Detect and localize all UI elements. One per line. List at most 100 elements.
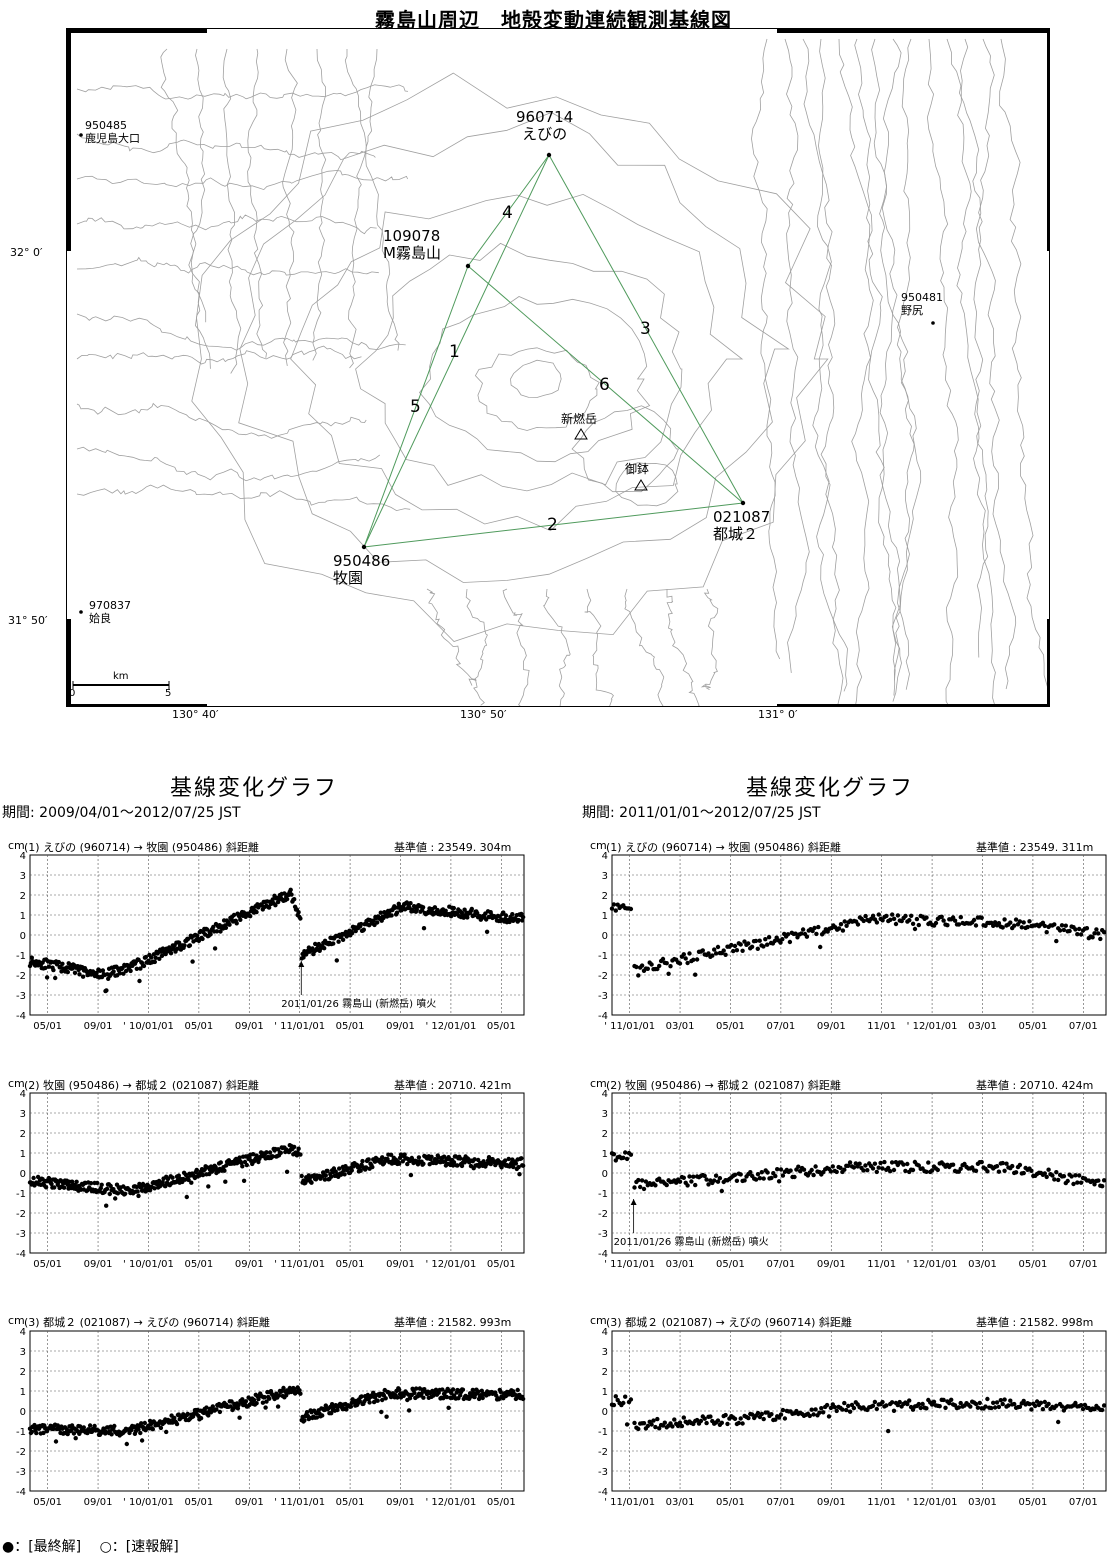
data-point	[657, 963, 662, 969]
data-point	[1059, 1404, 1065, 1409]
data-point	[641, 1421, 647, 1426]
data-point	[288, 887, 293, 892]
data-point	[266, 905, 272, 910]
lon-label-130-50: 130° 50′	[460, 708, 507, 721]
data-point	[844, 1407, 849, 1413]
data-point	[677, 1420, 683, 1425]
x-tick-label: 05/01	[716, 1497, 745, 1508]
data-point	[1061, 927, 1067, 933]
y-tick-label: -1	[598, 1427, 608, 1438]
lon-label-131-0: 131° 0′	[758, 708, 798, 721]
data-point	[710, 953, 715, 958]
data-point	[775, 1167, 780, 1172]
data-point	[801, 1167, 807, 1172]
peak-triangle	[574, 428, 588, 440]
y-tick-label: 1	[602, 911, 608, 922]
data-point	[340, 937, 346, 942]
data-point	[172, 1415, 177, 1421]
data-point	[891, 916, 897, 921]
data-point	[778, 940, 783, 945]
contour-line	[344, 49, 367, 369]
data-point	[916, 1401, 921, 1407]
data-point	[994, 1400, 1000, 1405]
chart-unit: cm	[8, 839, 25, 852]
data-point	[870, 1403, 876, 1409]
data-point	[240, 1164, 245, 1169]
data-point	[104, 988, 109, 993]
data-point	[662, 1420, 667, 1425]
data-point	[759, 1411, 764, 1417]
y-tick-label: -4	[16, 1011, 26, 1022]
data-point	[660, 956, 666, 962]
data-point	[740, 1421, 745, 1426]
data-point	[861, 1168, 866, 1173]
x-tick-label: 05/01	[487, 1259, 516, 1270]
data-point	[185, 1411, 190, 1417]
data-point	[621, 1400, 626, 1406]
data-point	[880, 918, 885, 923]
data-point	[1094, 927, 1099, 932]
data-point	[830, 1164, 835, 1169]
data-point	[159, 953, 165, 958]
data-point	[237, 1155, 242, 1160]
data-point	[905, 1161, 910, 1167]
data-point	[1044, 930, 1049, 935]
data-point	[1078, 1180, 1084, 1185]
data-point	[264, 1150, 269, 1155]
data-point	[383, 1396, 388, 1401]
data-point	[842, 919, 847, 924]
data-point	[134, 966, 139, 971]
x-tick-label: ' 11/01/01	[274, 1021, 325, 1032]
data-point	[734, 948, 740, 953]
data-point	[849, 1402, 855, 1408]
data-point	[872, 1161, 878, 1166]
data-point	[1017, 919, 1023, 924]
data-point	[1046, 1167, 1051, 1172]
data-point	[759, 1170, 764, 1175]
x-tick-label: 05/01	[184, 1497, 213, 1508]
data-point	[218, 1160, 223, 1165]
x-tick-label: 05/01	[33, 1021, 62, 1032]
data-point	[924, 1406, 929, 1411]
chart-reference-value: 基準値 : 23549. 311m	[976, 841, 1094, 854]
data-point	[634, 964, 639, 970]
y-tick-label: -4	[16, 1487, 26, 1498]
data-point	[929, 1168, 935, 1173]
data-point	[903, 1168, 908, 1174]
data-point	[891, 1167, 897, 1173]
data-point	[182, 943, 187, 948]
data-point	[694, 1417, 700, 1423]
data-point	[325, 1168, 330, 1174]
data-point	[231, 912, 237, 918]
lon-label-130-40: 130° 40′	[172, 708, 219, 721]
y-tick-label: 0	[602, 1169, 608, 1180]
data-point	[983, 1404, 988, 1409]
y-tick-label: 2	[602, 1367, 608, 1378]
data-point	[979, 1159, 984, 1165]
data-point	[1008, 1398, 1013, 1403]
data-point	[687, 951, 692, 956]
data-point	[765, 1170, 770, 1175]
data-point	[804, 934, 810, 939]
data-point	[49, 1181, 54, 1187]
data-point	[706, 1182, 711, 1187]
y-tick-label: -4	[16, 1249, 26, 1260]
data-point	[1010, 1163, 1015, 1169]
contour-line	[871, 38, 915, 690]
contour-line	[571, 405, 680, 493]
data-point	[851, 1405, 857, 1411]
x-tick-label: ' 11/01/01	[604, 1021, 655, 1032]
contour-line	[624, 588, 665, 706]
data-point	[863, 1163, 868, 1168]
data-point	[443, 908, 448, 913]
data-point	[323, 1173, 328, 1178]
data-point	[32, 1422, 37, 1428]
data-point	[761, 944, 766, 949]
data-point	[844, 923, 849, 928]
y-tick-label: -4	[598, 1249, 608, 1260]
data-point	[702, 1416, 707, 1421]
data-point	[214, 1407, 219, 1412]
data-point	[138, 966, 143, 971]
baseline-1	[363, 154, 550, 548]
data-point	[893, 921, 899, 927]
